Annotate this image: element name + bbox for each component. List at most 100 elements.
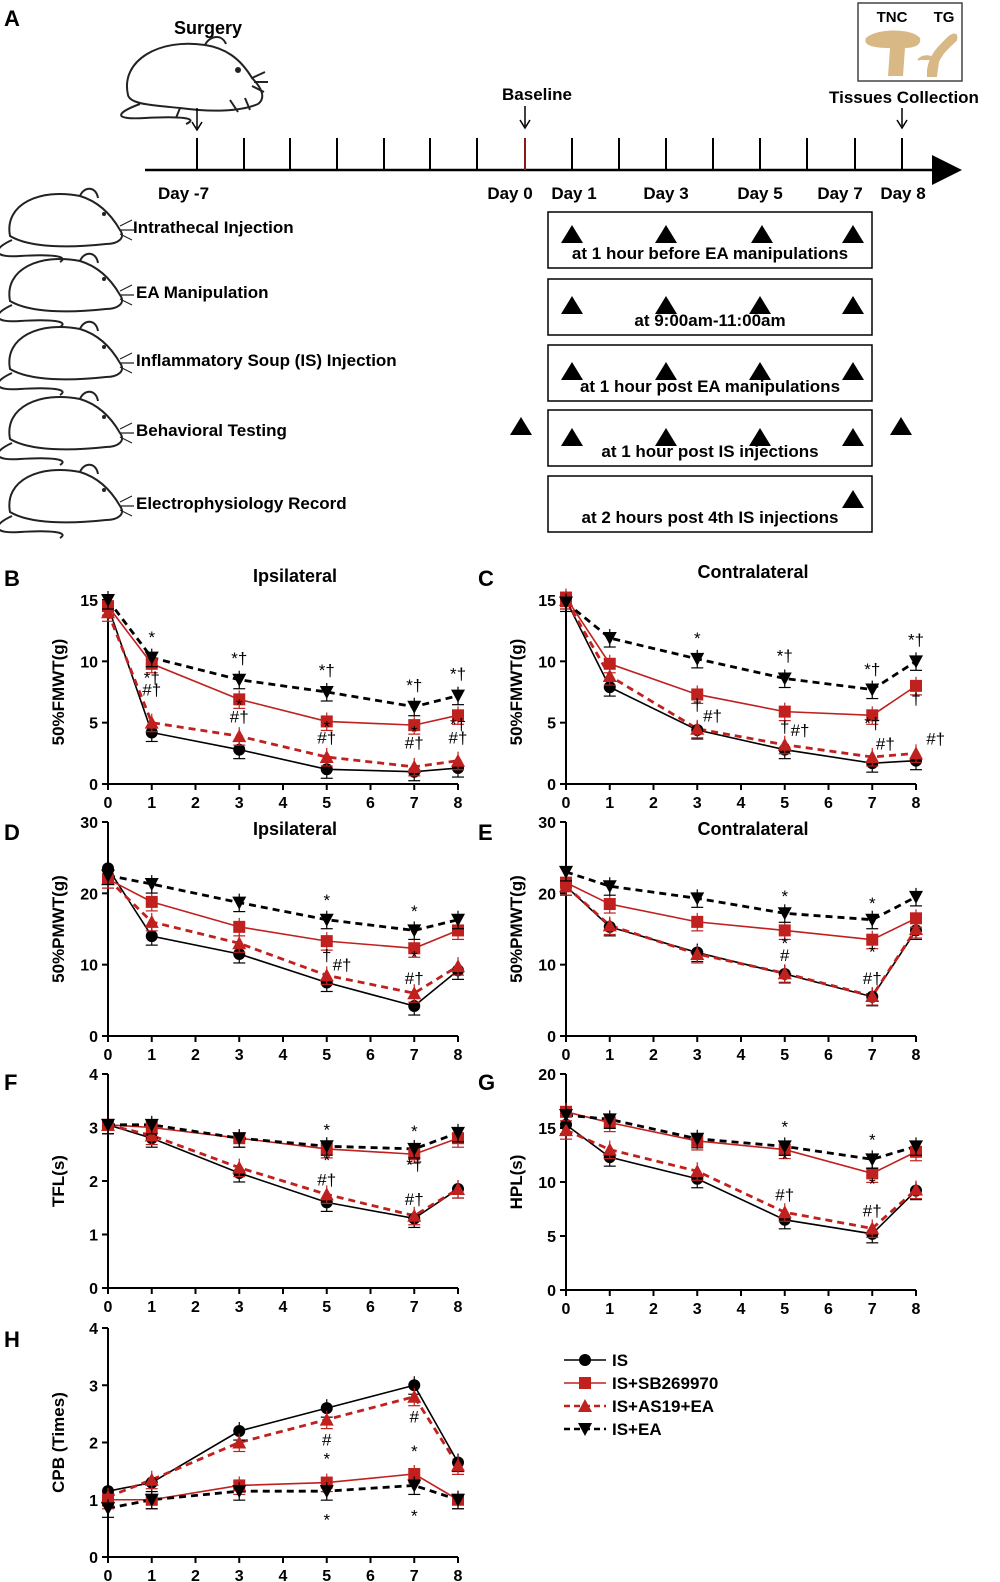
data-point (407, 986, 422, 1000)
data-point (690, 946, 705, 960)
legend-label: IS+AS19+EA (612, 1397, 714, 1416)
x-tick-label: 8 (912, 1047, 921, 1064)
legend-item: IS (564, 1351, 628, 1370)
y-axis-label: CPB (Times) (49, 1392, 68, 1493)
data-point (233, 743, 246, 756)
surgery-label: Surgery (174, 18, 242, 38)
y-tick-label: 0 (547, 1029, 556, 1046)
timeline: Day -7 Day 0 Day 1 Day 3 Day 5 Day 7 Day 8 (145, 138, 962, 203)
significance-annotation: † (911, 689, 920, 708)
protocol-row: Electrophysiology Record at 2 hours post … (0, 463, 873, 539)
significance-annotation: #† (926, 730, 945, 749)
data-point (407, 1208, 422, 1222)
y-tick-label: 2 (89, 1436, 98, 1453)
x-tick-label: 4 (279, 795, 288, 812)
chart-panel-c: C Contralateral 0 5 10 15 0 1 2 3 4 5 6 7 8 50%FMWT(g) *… (478, 562, 945, 812)
significance-annotation: * (411, 948, 418, 967)
x-tick-label: 1 (147, 795, 156, 812)
x-tick-label: 4 (737, 795, 746, 812)
significance-annotation: * (411, 1442, 418, 1461)
data-point (233, 693, 246, 706)
significance-annotation: * (323, 1151, 330, 1170)
data-point (144, 1118, 159, 1132)
rat-illustration (0, 187, 134, 263)
series-line (107, 1124, 459, 1156)
data-point (408, 1379, 421, 1392)
x-tick-label: 6 (366, 1047, 375, 1064)
data-point (232, 896, 247, 910)
data-point (320, 935, 333, 948)
data-point (602, 669, 617, 683)
x-tick-label: 1 (147, 1568, 156, 1582)
protocol-name: EA Manipulation (136, 283, 269, 302)
data-point (408, 719, 421, 732)
y-tick-label: 30 (80, 815, 98, 832)
data-point (144, 651, 159, 665)
protocol-marker-triangle (561, 428, 583, 446)
data-point (866, 1167, 879, 1180)
x-tick-label: 4 (279, 1568, 288, 1582)
significance-annotation: #† (449, 729, 468, 748)
significance-annotation: *† (450, 665, 466, 684)
y-tick-label: 3 (89, 1121, 98, 1138)
data-point (452, 709, 464, 722)
series-line (108, 1473, 459, 1501)
significance-annotation: *† (864, 660, 880, 679)
y-axis-label: 50%PMWT(g) (49, 875, 68, 983)
protocol-note: at 1 hour before EA manipulations (572, 244, 848, 263)
data-point (865, 1221, 880, 1235)
data-point (319, 686, 334, 699)
significance-annotation: #† (142, 681, 161, 700)
x-tick-label: 8 (454, 1047, 463, 1064)
data-point (865, 683, 880, 697)
significance-annotation: * (694, 629, 701, 648)
x-tick-label: 6 (366, 1299, 375, 1316)
data-point (909, 655, 923, 669)
chart-panel-d: D Ipsilateral 0 10 20 30 0 1 2 3 4 5 6 7 8 50%PMWT(g) * †… (4, 815, 465, 1064)
protocol-marker-triangle (655, 362, 677, 380)
tnc-tissue-illustration (865, 30, 921, 76)
significance-annotation: #† (405, 733, 424, 752)
significance-annotation: * (411, 1122, 418, 1141)
data-point (602, 1142, 617, 1156)
y-tick-label: 4 (89, 1321, 98, 1338)
data-point (777, 1205, 792, 1219)
x-tick-label: 7 (868, 1047, 877, 1064)
chart-panel-e: E Contralateral 0 10 20 30 0 1 2 3 4 5 6 7 8 50%PMWT(g)… (478, 815, 923, 1064)
x-tick-label: 7 (410, 795, 419, 812)
data-point (451, 1458, 465, 1472)
x-tick-label: 5 (780, 795, 789, 812)
significance-annotation: #† (405, 1190, 424, 1209)
y-tick-label: 5 (89, 716, 98, 733)
y-axis-label: 50%FMWT(g) (49, 639, 68, 746)
series-line (565, 599, 917, 764)
chart-title: Contralateral (697, 562, 808, 582)
significance-annotation: *† (406, 676, 422, 695)
y-tick-label: 3 (89, 1378, 98, 1395)
x-tick-label: 3 (235, 1047, 244, 1064)
protocol-name: Behavioral Testing (136, 421, 287, 440)
significance-annotation: * (781, 934, 788, 953)
x-tick-label: 0 (104, 795, 113, 812)
x-tick-label: 6 (824, 795, 833, 812)
data-point (101, 1489, 115, 1503)
significance-annotation: #† (405, 969, 424, 988)
data-point (101, 605, 115, 619)
significance-annotation: #† (876, 735, 895, 754)
x-tick-label: 7 (410, 1047, 419, 1064)
data-point (777, 907, 792, 921)
x-tick-label: 6 (824, 1047, 833, 1064)
x-tick-label: 3 (235, 795, 244, 812)
protocol-row: Inflammatory Soup (IS) Injection at 1 hou… (0, 320, 873, 402)
data-point (101, 594, 115, 607)
significance-annotation: * (869, 1130, 876, 1149)
data-point (451, 913, 465, 927)
significance-annotation: * (869, 1175, 876, 1194)
data-point (233, 1425, 246, 1438)
y-tick-label: 5 (547, 1229, 556, 1246)
data-point (778, 705, 791, 718)
data-point (690, 721, 705, 735)
legend-marker (578, 1399, 592, 1412)
x-tick-label: 4 (737, 1301, 746, 1318)
significance-annotation: * (323, 1449, 330, 1468)
